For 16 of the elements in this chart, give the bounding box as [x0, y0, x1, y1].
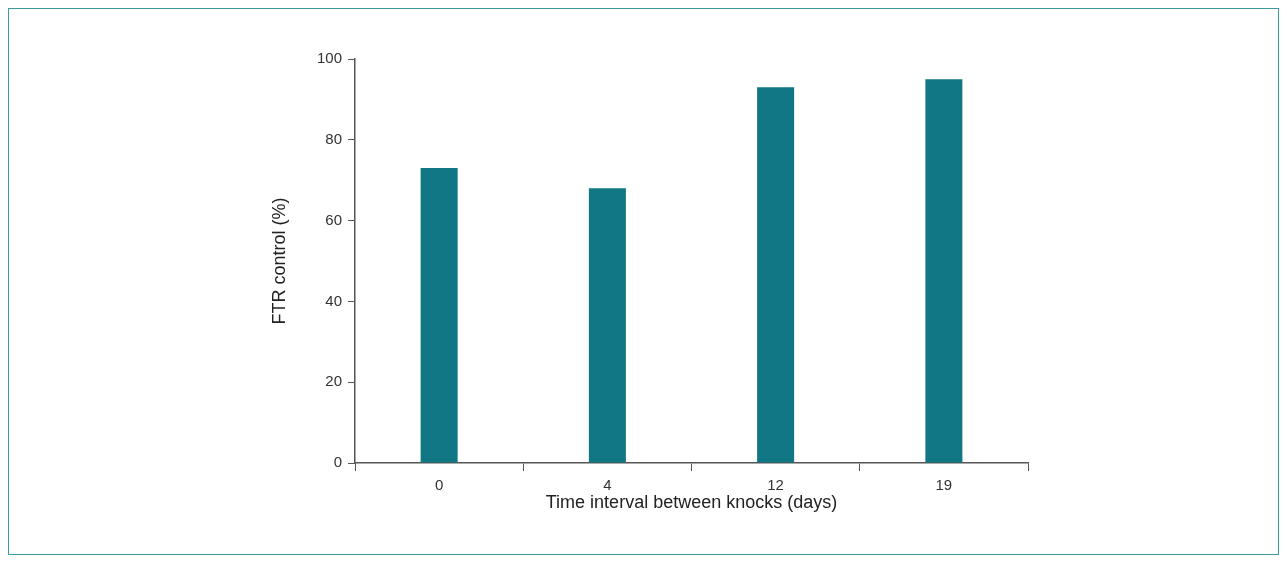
y-tick-label: 40: [325, 291, 342, 309]
y-tick-label: 80: [325, 129, 342, 147]
bar: [925, 79, 963, 463]
y-tick-label: 100: [316, 49, 342, 67]
x-axis-title: Time interval between knocks (days): [545, 492, 838, 513]
x-tick-label: 19: [935, 476, 953, 494]
x-tick-label: 0: [434, 476, 444, 494]
y-axis-title: FTR control (%): [268, 197, 289, 325]
bar: [588, 188, 626, 463]
bar: [420, 168, 458, 463]
y-tick-label: 0: [333, 453, 342, 471]
y-tick-label: 60: [325, 210, 342, 228]
x-tick-label: 4: [603, 476, 612, 494]
x-tick-label: 12: [767, 476, 784, 494]
y-tick-label: 20: [325, 372, 342, 390]
bar: [757, 87, 795, 463]
